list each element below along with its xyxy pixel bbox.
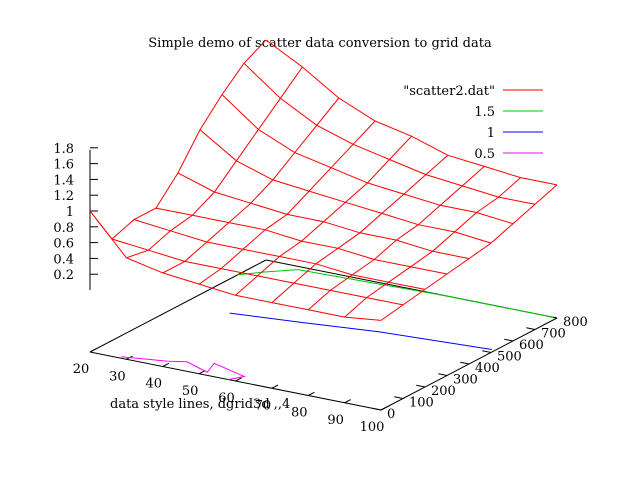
x-tick-label: 80	[291, 406, 308, 421]
surface-column-line	[89, 39, 267, 240]
y-tick-label: 800	[563, 315, 588, 330]
surface-row-line	[265, 39, 558, 186]
y-tick-mark	[504, 338, 514, 342]
x-tick-label: 30	[109, 369, 126, 384]
z-tick-label: 1	[66, 205, 74, 220]
x-tick-label: 20	[73, 362, 90, 377]
y-tick-label: 300	[453, 373, 478, 388]
x-tick-label: 40	[145, 377, 162, 392]
contour-line	[121, 356, 246, 381]
surface-row-line	[89, 210, 382, 321]
x-tick-label: 70	[255, 398, 272, 413]
y-tick-mark	[372, 407, 382, 411]
x-tick-mark	[308, 391, 315, 396]
x-axis-label: data style lines, dgrid3d ,,4	[110, 397, 291, 412]
y-tick-mark	[526, 327, 536, 330]
x-tick-label: 90	[327, 413, 344, 428]
contour-group	[121, 269, 554, 381]
z-tick-label: 0.2	[53, 268, 74, 283]
surface-row-line	[133, 219, 426, 290]
y-tick-mark	[394, 396, 404, 399]
back-x-edge	[89, 259, 267, 353]
z-tick-label: 0.4	[53, 252, 74, 267]
y-tick-label: 500	[497, 350, 522, 365]
y-tick-label: 400	[475, 361, 500, 376]
x-tick-mark	[271, 384, 279, 389]
y-tick-mark	[482, 350, 492, 353]
surface-column-line	[162, 97, 340, 274]
legend-label: 1	[487, 126, 495, 141]
z-tick-label: 0.8	[53, 221, 74, 236]
surface-column-line	[380, 184, 558, 321]
y-tick-mark	[416, 384, 426, 388]
y-tick-label: 700	[541, 327, 566, 342]
surface-column-line	[235, 135, 412, 296]
x-tick-label: 100	[360, 420, 385, 435]
surface-column-line	[344, 177, 521, 318]
x-tick-mark	[380, 406, 388, 411]
legend: "scatter2.dat" 1.5 1 0.5	[403, 84, 543, 162]
chart-title: Simple demo of scatter data conversion t…	[148, 36, 492, 51]
x-tick-label: 60	[218, 391, 235, 406]
z-tick-label: 1.4	[53, 173, 74, 188]
x-tick-mark	[344, 399, 352, 404]
surface-row-line	[221, 94, 514, 225]
contour-line	[229, 312, 492, 350]
axes-group: 20 30 40 50 60 70 80 90 100010020030040050060070…	[53, 142, 588, 435]
z-tick-label: 1.6	[53, 158, 74, 173]
contour-line	[237, 269, 554, 318]
surface-column-line	[271, 154, 449, 303]
y-tick-label: 600	[519, 338, 544, 353]
legend-label: "scatter2.dat"	[403, 84, 495, 99]
x-tick-mark	[89, 348, 97, 353]
y-tick-mark	[438, 373, 448, 376]
z-tick-label: 0.6	[53, 237, 74, 252]
surface-group	[89, 39, 558, 321]
z-tick-label: 1.8	[53, 142, 74, 157]
x-tick-mark	[235, 377, 242, 382]
surface-row-line	[111, 238, 404, 306]
surface-column-line	[126, 66, 303, 259]
x-tick-mark	[162, 362, 170, 367]
surface-row-line	[199, 129, 492, 244]
surface-column-line	[198, 120, 376, 285]
y-tick-label: 100	[409, 396, 434, 411]
surface-column-line	[307, 166, 485, 311]
y-tick-label: 200	[431, 384, 456, 399]
y-tick-label: 0	[387, 407, 395, 422]
y-tick-mark	[460, 361, 470, 365]
z-tick-label: 1.2	[53, 189, 74, 204]
x-tick-label: 50	[182, 384, 199, 399]
legend-label: 0.5	[474, 147, 495, 162]
legend-label: 1.5	[474, 105, 495, 120]
